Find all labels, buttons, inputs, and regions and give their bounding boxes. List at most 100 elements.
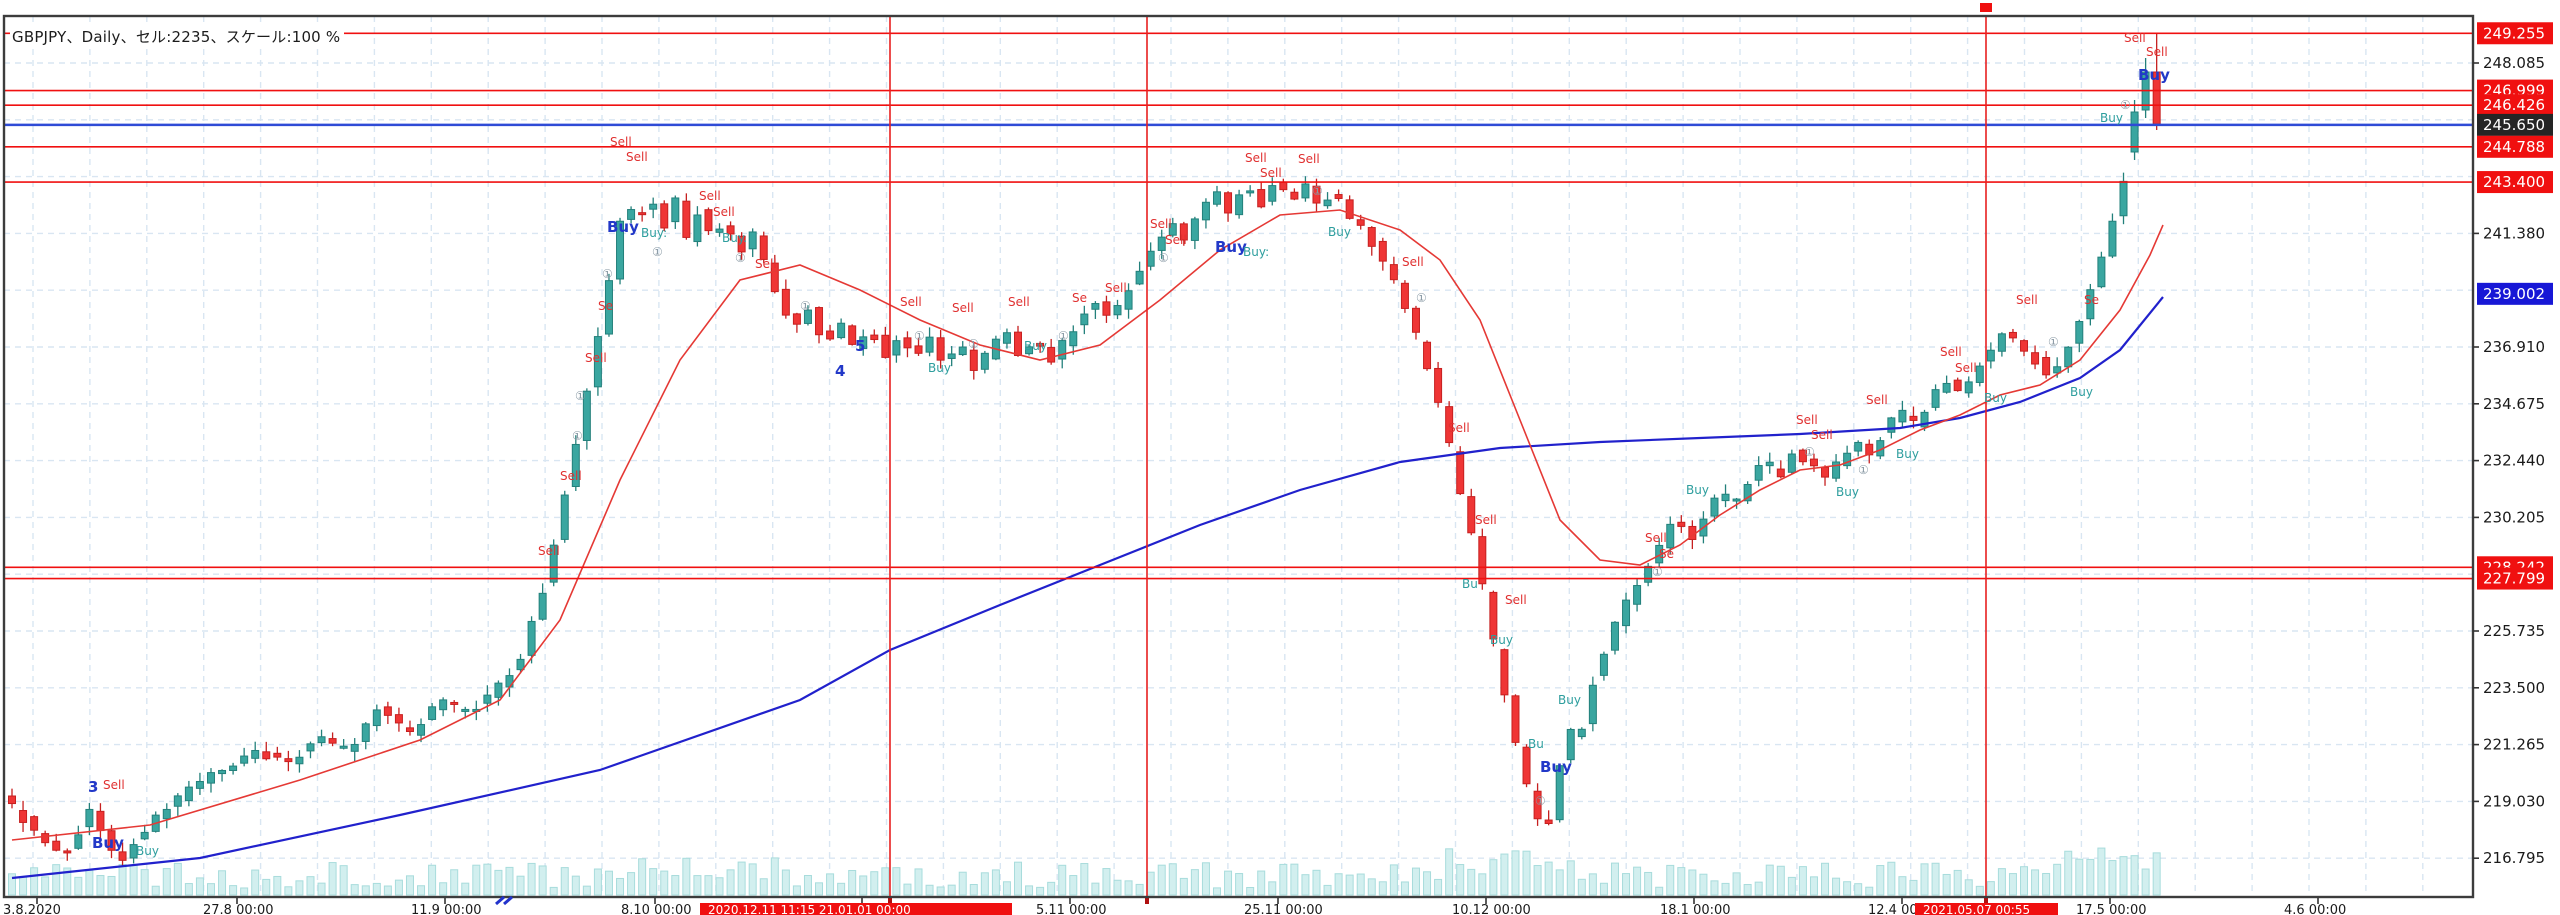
candle-down — [1279, 181, 1288, 191]
price-badge — [2477, 22, 2553, 45]
volume-bar — [870, 871, 879, 896]
price-axis-label: 234.675 — [2483, 395, 2545, 413]
candle-up — [74, 834, 83, 849]
time-axis-label: 3.8.2020 — [3, 903, 61, 915]
candle-up — [1920, 411, 1929, 428]
buy-signal-label: Buy — [136, 844, 159, 858]
volume-bar — [1334, 873, 1343, 896]
price-axis-label: 225.735 — [2483, 622, 2545, 640]
price-badge — [2477, 171, 2553, 194]
volume-bar — [1821, 862, 1830, 896]
time-axis-label: 18.1 00:00 — [1660, 903, 1731, 915]
volume-bar — [1312, 869, 1321, 896]
candle-up — [2119, 180, 2128, 217]
volume-bar — [1025, 885, 1034, 896]
sell-signal-label: Sell — [103, 778, 125, 792]
volume-bar — [560, 867, 569, 896]
candle-down — [848, 325, 857, 345]
volume-bar — [781, 869, 790, 896]
vline-axis-tick — [1145, 898, 1149, 904]
sell-signal-label: Sell — [1811, 428, 1833, 442]
sell-signal-label: Sell — [585, 351, 607, 365]
volume-bar — [1345, 874, 1354, 896]
volume-bar — [1168, 863, 1177, 896]
sell-signal-label: Sell — [1448, 421, 1470, 435]
buy-signal-label: Buy — [1024, 339, 1047, 353]
order-marker: ① — [575, 389, 586, 403]
volume-bar — [881, 867, 890, 896]
candle-up — [571, 443, 580, 488]
volume-bar — [1765, 864, 1774, 896]
candle-down — [1809, 458, 1818, 467]
sell-signal-label: Sell — [1505, 593, 1527, 607]
candle-up — [1113, 305, 1122, 316]
candle-down — [704, 209, 713, 232]
candle-down — [660, 203, 669, 229]
volume-bar — [1456, 864, 1465, 896]
volume-bar — [1500, 853, 1509, 896]
buy-signal-label: Buy — [607, 218, 639, 236]
axis-object-marker[interactable] — [495, 895, 505, 906]
candle-up — [1301, 183, 1310, 199]
volume-bar — [671, 875, 680, 896]
time-badge — [1915, 903, 2058, 915]
candle-down — [2031, 352, 2040, 365]
volume-bar — [1489, 859, 1498, 896]
volume-bar — [1743, 884, 1752, 896]
volume-bar — [1002, 881, 1011, 896]
volume-bar — [1080, 863, 1089, 896]
candle-up — [616, 220, 625, 280]
order-marker: ① — [1804, 445, 1815, 459]
candle-up — [2064, 346, 2073, 368]
volume-bar — [1301, 874, 1310, 896]
wave-count-label: 5 — [855, 337, 865, 355]
candle-up — [1124, 290, 1133, 310]
candle-down — [1411, 307, 1420, 333]
candle-down — [1776, 468, 1785, 478]
volume-bar — [2108, 860, 2117, 896]
sell-signal-label: Sell — [900, 295, 922, 309]
volume-bar — [1290, 863, 1299, 896]
price-axis-label: 223.500 — [2483, 679, 2545, 697]
volume-bar — [859, 875, 868, 896]
candle-up — [129, 844, 138, 859]
sell-signal-label: Sell — [1866, 393, 1888, 407]
candle-down — [1400, 282, 1409, 309]
volume-bar — [162, 868, 171, 896]
sell-signal-label: Sell — [1940, 345, 1962, 359]
volume-bar — [63, 867, 72, 896]
candle-up — [1268, 185, 1277, 202]
axis-object-marker[interactable] — [503, 895, 513, 906]
sell-signal-label: Sell — [1645, 531, 1667, 545]
volume-bar — [361, 885, 370, 896]
vline-top-marker[interactable] — [1980, 3, 1992, 12]
sell-signal-label: Sell — [1796, 413, 1818, 427]
candle-down — [405, 727, 414, 732]
candle-up — [1201, 201, 1210, 221]
price-axis-label: 216.795 — [2483, 849, 2545, 867]
price-badge-label: 227.799 — [2483, 570, 2545, 588]
volume-bar — [472, 864, 481, 896]
sell-signal-label: Sell — [2016, 293, 2038, 307]
candle-up — [417, 724, 426, 736]
volume-bar — [505, 866, 514, 896]
candle-down — [914, 345, 923, 354]
volume-bar — [582, 885, 591, 896]
volume-bar — [151, 885, 160, 896]
candle-up — [1633, 585, 1642, 605]
volume-bar — [483, 863, 492, 896]
volume-bar — [1832, 877, 1841, 896]
candle-up — [1002, 332, 1011, 344]
volume-bar — [8, 873, 16, 896]
candle-up — [1765, 461, 1774, 467]
ma-slow-line[interactable] — [11, 296, 2164, 880]
candle-down — [2042, 357, 2051, 376]
candle-down — [1821, 466, 1830, 478]
candle-up — [1854, 441, 1863, 452]
candle-up — [1898, 409, 1907, 423]
volume-bar — [1434, 878, 1443, 896]
time-badge-label: 2020.12.11 11:15 21.01.01 00:00 — [708, 903, 911, 915]
volume-bar — [1644, 871, 1653, 896]
ma-fast-line[interactable] — [11, 209, 2164, 841]
